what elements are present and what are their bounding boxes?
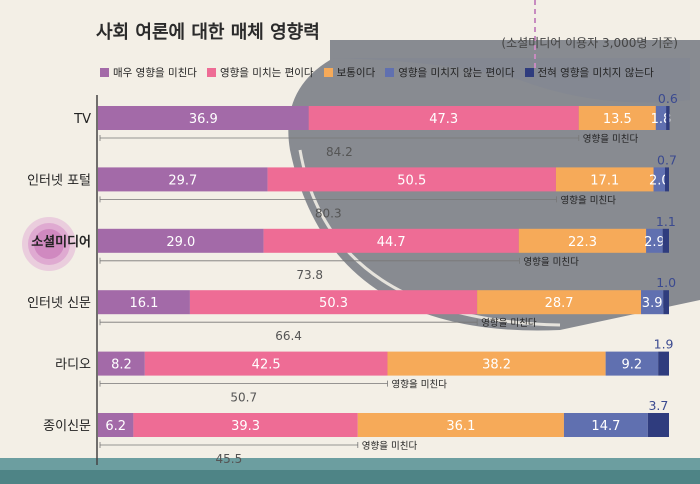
bar-segment [578, 106, 656, 130]
legend-item: 보통이다 [323, 65, 376, 80]
bar-segment [518, 228, 647, 253]
legend-label: 영향을 미치지 않는 편이다 [398, 67, 515, 79]
bar-segment [98, 106, 309, 130]
data-label: 3.7 [648, 398, 668, 413]
influence-total: 50.7 [230, 391, 257, 405]
data-label: 0.6 [658, 91, 678, 106]
data-label: 14.7 [591, 419, 620, 434]
legend-swatch [323, 68, 333, 77]
influence-label: 영향을 미친다 [362, 440, 418, 452]
data-label: 39.3 [231, 419, 260, 434]
data-label: 47.3 [429, 112, 458, 127]
bar-segment [263, 228, 519, 253]
bar-segment [641, 290, 664, 315]
bar-segment [555, 167, 654, 192]
data-label: 29.0 [166, 235, 195, 250]
legend-item: 영향을 미치는 편이다 [206, 65, 314, 80]
influence-total: 73.8 [296, 268, 323, 282]
data-label: 36.9 [189, 112, 218, 127]
bar-segment [658, 351, 669, 376]
data-label: 3.9 [642, 296, 663, 311]
bar-segment [653, 167, 666, 192]
legend-item: 매우 영향을 미친다 [100, 65, 197, 80]
category-label: 인터넷 신문 [27, 296, 91, 311]
data-label: 44.7 [377, 235, 406, 250]
data-label: 1.1 [656, 214, 676, 229]
data-label: 38.2 [482, 358, 511, 373]
influence-total: 84.2 [326, 145, 353, 159]
data-label: 8.2 [111, 358, 132, 373]
data-label: 2.0 [649, 173, 670, 188]
legend-label: 영향을 미치는 편이다 [219, 67, 314, 79]
influence-total: 80.3 [315, 206, 342, 220]
legend-label: 매우 영향을 미친다 [113, 67, 197, 79]
category-label: TV [73, 112, 91, 127]
influence-total: 45.5 [216, 452, 243, 466]
data-label: 36.1 [446, 419, 475, 434]
bar-segment [98, 167, 268, 192]
category-label: 종이신문 [43, 419, 91, 434]
bar-segment [647, 413, 669, 437]
data-label: 0.7 [657, 152, 677, 167]
category-label: 소셜미디어 [31, 234, 91, 250]
bar-segment [189, 290, 478, 315]
bar-segment [98, 228, 264, 253]
legend-item: 전혀 영향을 미치지 않는다 [524, 65, 654, 80]
legend-swatch [524, 68, 534, 77]
influence-total: 66.4 [275, 329, 302, 343]
bar-segment [662, 228, 669, 253]
data-label: 9.2 [622, 358, 643, 373]
data-label: 50.3 [319, 296, 348, 311]
bar-segment [605, 351, 659, 376]
influence-label: 영향을 미친다 [561, 194, 617, 206]
bar-segment [655, 106, 667, 130]
bar-segment [144, 351, 388, 376]
bar-segment [563, 413, 648, 437]
influence-label: 영향을 미친다 [481, 317, 537, 329]
bar-segment [663, 290, 669, 315]
legend-label: 전혀 영향을 미치지 않는다 [537, 67, 654, 79]
legend-swatch [206, 68, 216, 77]
data-label: 28.7 [545, 296, 574, 311]
bar-segment [666, 106, 670, 130]
data-label: 2.9 [644, 235, 665, 250]
data-label: 16.1 [129, 296, 158, 311]
bar-segment [308, 106, 579, 130]
bar-segment [133, 413, 358, 437]
data-label: 1.9 [654, 337, 674, 352]
bar-segment [665, 167, 669, 192]
data-label: 22.3 [568, 235, 597, 250]
influence-label: 영향을 미친다 [583, 133, 639, 145]
influence-label: 영향을 미친다 [391, 379, 447, 391]
bar-segment [387, 351, 606, 376]
category-label: 라디오 [55, 358, 91, 373]
legend-label: 보통이다 [336, 67, 376, 79]
bar-segment [98, 413, 134, 437]
bar-segment [98, 290, 190, 315]
influence-label: 영향을 미친다 [523, 256, 579, 268]
chart-subtitle: (소셜미디어 이용자 3,000명 기준) [501, 36, 678, 50]
legend-swatch [100, 68, 109, 77]
bar-segment [357, 413, 564, 437]
bar-segment [477, 290, 642, 315]
bar-segment [98, 351, 145, 376]
data-label: 6.2 [105, 419, 126, 434]
data-label: 17.1 [590, 173, 619, 188]
bar-segment [267, 167, 556, 192]
data-label: 1.0 [656, 275, 676, 290]
data-label: 50.5 [397, 173, 426, 188]
chart-title: 사회 여론에 대한 매체 영향력 [96, 22, 320, 43]
bar-segment [646, 228, 663, 253]
legend: 매우 영향을 미친다 영향을 미치는 편이다 보통이다 영향을 미치지 않는 편이다 전… [100, 65, 654, 80]
data-label: 29.7 [168, 173, 197, 188]
legend-swatch [385, 68, 395, 77]
data-label: 13.5 [603, 112, 632, 127]
data-label: 42.5 [252, 358, 281, 373]
legend-item: 영향을 미치지 않는 편이다 [385, 65, 515, 80]
category-label: 인터넷 포털 [27, 173, 91, 188]
